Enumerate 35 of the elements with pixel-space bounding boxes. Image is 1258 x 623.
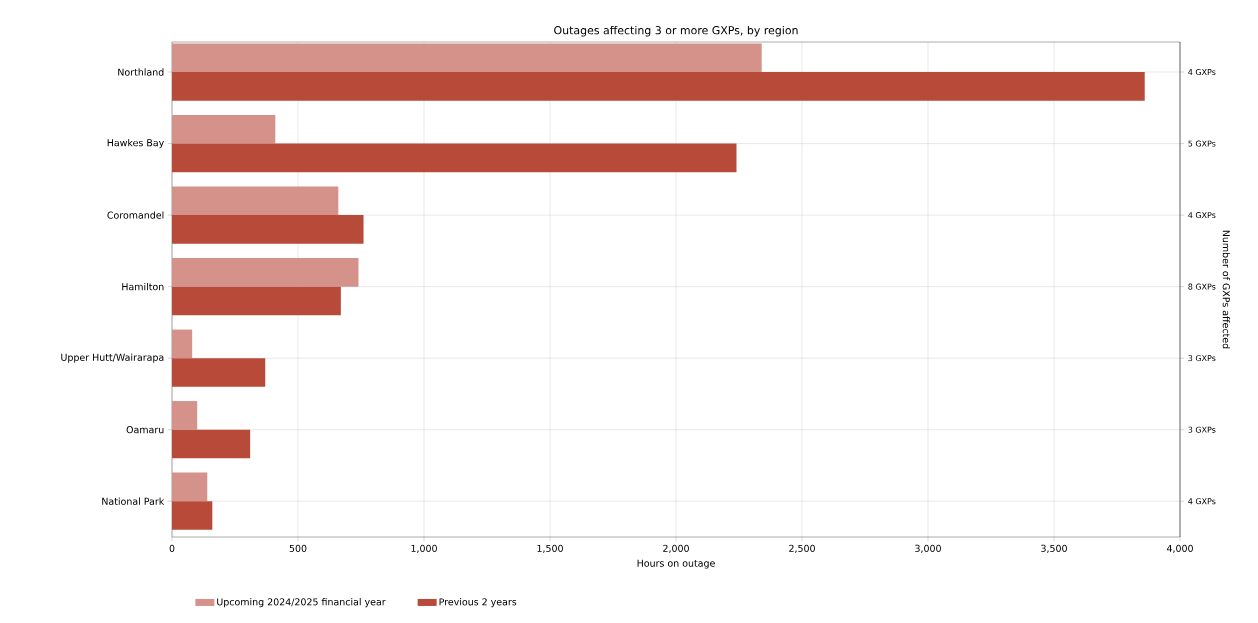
chart-title: Outages affecting 3 or more GXPs, by region [554, 25, 798, 37]
bar [172, 215, 364, 244]
legend-label: Previous 2 years [439, 598, 517, 608]
x-tick-label: 500 [289, 544, 307, 552]
bar [172, 429, 251, 459]
y2-axis-title: Number of GXPs affected [1222, 230, 1231, 349]
bar [172, 358, 266, 387]
bar [172, 186, 339, 216]
bar [172, 43, 762, 73]
x-tick-label: 2,500 [789, 544, 815, 553]
x-tick-label: 3,000 [915, 544, 941, 553]
bar [172, 258, 359, 287]
y-tick-label: Northland [118, 68, 164, 76]
x-tick-label: 1,500 [537, 544, 563, 553]
bar [172, 114, 276, 144]
y-tick-label: Hamilton [122, 282, 164, 291]
x-tick-label: 1,000 [411, 544, 437, 553]
x-axis-title: Hours on outage [637, 559, 715, 569]
x-tick-label: 4,000 [1166, 544, 1193, 553]
y-tick-label: Upper Hutt/Wairarapa [61, 353, 164, 363]
x-tick-label: 3,500 [1041, 544, 1067, 553]
bar [172, 286, 341, 316]
x-tick-label: 0 [169, 544, 175, 552]
x-tick-label: 2,000 [663, 544, 689, 553]
y-tick-label: Oamaru [126, 426, 164, 434]
bar [172, 72, 1145, 101]
y-tick-label: Coromandel [107, 211, 164, 219]
legend-label: Upcoming 2024/2025 financial year [217, 598, 386, 608]
bar [172, 501, 213, 530]
bar [172, 401, 198, 430]
bar [172, 472, 208, 502]
y-tick-label: Hawkes Bay [107, 138, 164, 149]
bar [172, 143, 737, 173]
bar [172, 329, 193, 359]
y-tick-label: National Park [102, 497, 165, 505]
